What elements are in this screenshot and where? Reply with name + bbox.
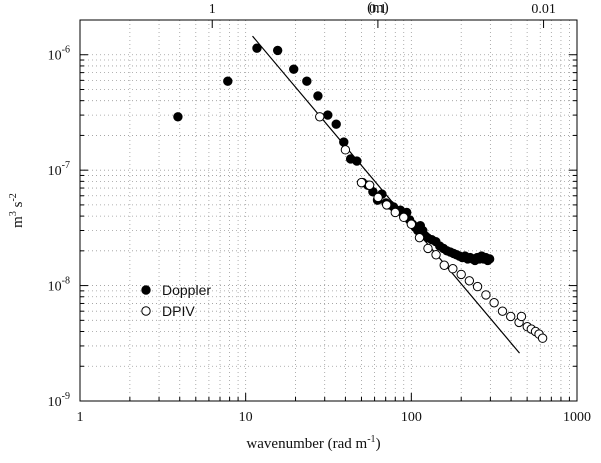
y-axis-title: m3 s-2 xyxy=(8,193,26,228)
doppler-point xyxy=(339,137,349,147)
dpiv-point xyxy=(516,311,527,322)
dpiv-point xyxy=(315,112,325,122)
x-tick-label: 1 xyxy=(77,410,84,425)
x-tick-label: 100 xyxy=(401,410,422,425)
y-tick-label: 10-6 xyxy=(48,45,70,64)
dpiv-point xyxy=(414,232,425,243)
top-tick-label: 0.1 xyxy=(369,2,387,17)
dpiv-point xyxy=(489,298,499,308)
doppler-point xyxy=(302,76,312,86)
dpiv-point xyxy=(497,306,508,316)
dpiv-point xyxy=(364,180,375,190)
grid xyxy=(80,20,577,401)
x-axis-title: wavenumber (rad m-1) xyxy=(246,434,380,452)
dpiv-point xyxy=(456,269,466,280)
legend-label-doppler: Doppler xyxy=(162,282,211,298)
x-tick-label: 1000 xyxy=(563,410,591,425)
doppler-point xyxy=(331,119,341,129)
doppler-point xyxy=(323,110,333,120)
doppler-point xyxy=(252,43,262,53)
legend-marker-doppler xyxy=(141,285,151,295)
y-tick-label: 10-7 xyxy=(48,160,70,179)
dpiv-point xyxy=(481,290,491,300)
doppler-point xyxy=(352,156,362,166)
axis-ticks xyxy=(79,19,577,402)
doppler-point xyxy=(484,254,495,264)
dpiv-point xyxy=(340,145,351,155)
doppler-point xyxy=(173,112,183,122)
top-tick-label: 1 xyxy=(209,2,216,17)
plot-frame xyxy=(79,19,578,402)
dpiv-point xyxy=(406,219,417,229)
legend: Doppler DPIV xyxy=(162,282,211,319)
dpiv-point xyxy=(472,281,483,292)
dpiv-point xyxy=(431,250,441,260)
doppler-point xyxy=(289,64,299,74)
y-tick-label: 10-8 xyxy=(48,276,70,295)
data-points xyxy=(173,43,548,343)
dpiv-point xyxy=(390,207,400,218)
doppler-point xyxy=(272,45,283,56)
dpiv-point xyxy=(399,212,409,223)
dpiv-point xyxy=(464,276,475,286)
dpiv-point xyxy=(356,177,367,188)
x-tick-label: 10 xyxy=(239,410,253,425)
dpiv-point xyxy=(506,311,516,322)
doppler-point xyxy=(313,91,323,101)
top-axis-title: (m) xyxy=(367,0,389,16)
legend-marker-dpiv xyxy=(141,306,151,316)
dpiv-point xyxy=(423,243,433,254)
top-tick-label: 0.01 xyxy=(531,2,556,17)
dpiv-point xyxy=(439,260,449,270)
doppler-point xyxy=(223,76,233,86)
legend-label-dpiv: DPIV xyxy=(162,303,195,319)
dpiv-point xyxy=(373,192,383,203)
dpiv-point xyxy=(537,333,548,343)
y-tick-label: 10-9 xyxy=(48,391,70,410)
dpiv-point xyxy=(381,200,392,210)
dpiv-point xyxy=(448,264,458,274)
